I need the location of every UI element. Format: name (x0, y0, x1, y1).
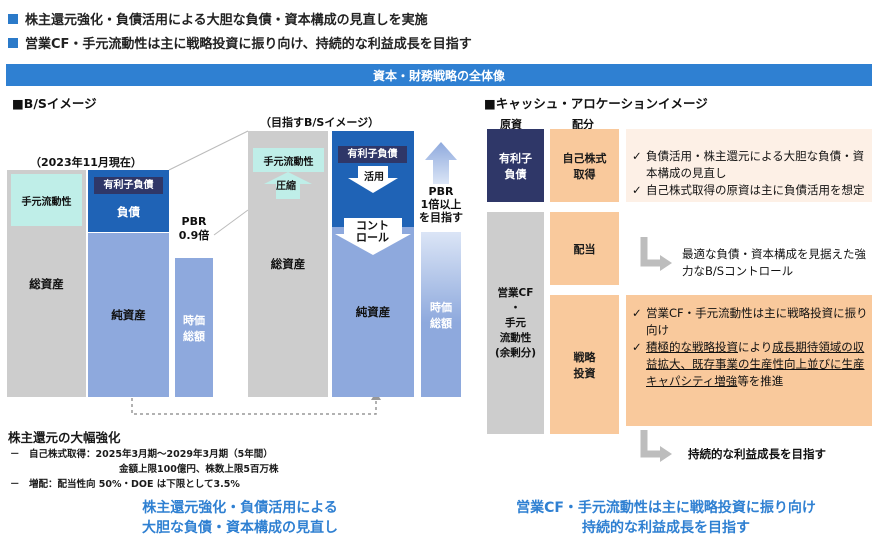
debt-tag-current: 有利子負債 (94, 177, 163, 194)
shareholder-line-3: － 増配：配当性向 50%・DOE は下限として3.5% (10, 479, 240, 490)
net-assets-current: 純資産 (88, 233, 169, 397)
total-assets-label: 総資産 (29, 276, 64, 291)
cash-label: 手元流動性 (21, 196, 72, 208)
up-arrow-icon (425, 142, 457, 184)
strategic-text-2d: 等を推進 (737, 374, 784, 388)
source-cf-box: 営業CF ・ 手元 流動性 (余剰分) (487, 212, 544, 434)
net-assets-target-label: 純資産 (355, 305, 391, 319)
alloc-buyback-box: 自己株式 取得 (550, 129, 619, 202)
alloc-header: 配分 (572, 118, 594, 131)
source-header: 原資 (500, 118, 522, 131)
header-bullet-1-text: 株主還元強化・負債活用による大胆な負債・資本構成の見直しを実施 (25, 13, 428, 28)
check-icon: ✓ (632, 306, 642, 320)
overview-banner: 資本・財務戦略の全体像 (6, 64, 872, 86)
square-bullet-icon (8, 13, 18, 24)
dividend-desc: 最適な負債・資本構成を見据えた強力なB/Sコントロール (682, 247, 866, 278)
market-cap-target: 時価 総額 (421, 232, 461, 397)
buyback-desc-panel (626, 129, 872, 202)
strategic-text-1: 営業CF・手元流動性は主に戦略投資に振り向け (646, 306, 868, 337)
strategic-text-2b: により (738, 340, 773, 354)
buyback-item-1: ✓ 負債活用・株主還元による大胆な負債・資本構成の見直し (632, 148, 868, 182)
strategic-desc: ✓ 営業CF・手元流動性は主に戦略投資に振り向け ✓ 積極的な戦略投資により成長… (632, 305, 868, 390)
strategic-item-1: ✓ 営業CF・手元流動性は主に戦略投資に振り向け (632, 305, 868, 339)
cash-target: 手元流動性 (253, 148, 324, 172)
compress-label: 圧縮 (276, 181, 296, 192)
shareholder-line-2: 金額上限100億円、株数上限5百万株 (119, 464, 279, 475)
check-icon: ✓ (632, 183, 642, 197)
buyback-desc: ✓ 負債活用・株主還元による大胆な負債・資本構成の見直し ✓ 自己株式取得の原資… (632, 148, 868, 199)
pbr-target-label: PBR 1倍以上 を目指す (419, 185, 463, 224)
cash-target-label: 手元流動性 (263, 156, 314, 168)
check-icon: ✓ (632, 340, 642, 354)
buyback-item-2: ✓ 自己株式取得の原資は主に負債活用を想定 (632, 182, 868, 199)
net-assets-target: 純資産 (332, 227, 414, 397)
check-icon: ✓ (632, 149, 642, 163)
target-bs-label: （目指すB/Sイメージ） (260, 116, 380, 129)
shareholder-returns-title: 株主還元の大幅強化 (8, 430, 121, 445)
bend-arrow-icon (640, 430, 672, 462)
strategic-text-2: 積極的な戦略投資により成長期待領域の収益拡大、既存事業の生産性向上並びに生産キャ… (646, 339, 868, 390)
header-bullet-1: 株主還元強化・負債活用による大胆な負債・資本構成の見直しを実施 (8, 9, 428, 28)
control-label: コント ロール (356, 219, 389, 244)
bs-section-title: ■B/Sイメージ (12, 96, 97, 111)
liabilities-label: 負債 (117, 205, 140, 219)
source-debt-box: 有利子 負債 (487, 129, 544, 202)
strategic-text-2a: 積極的な戦略投資 (646, 340, 738, 354)
compress-arrow-icon (264, 172, 312, 199)
debt-tag-target: 有利子負債 (338, 146, 407, 163)
square-bullet-icon (8, 37, 18, 48)
growth-desc: 持続的な利益成長を目指す (688, 447, 826, 461)
footer-left: 株主還元強化・負債活用による 大胆な負債・資本構成の見直し (142, 500, 338, 536)
control-arrow-icon (335, 218, 411, 255)
cash-current: 手元流動性 (11, 174, 82, 226)
strategic-desc-panel (626, 295, 872, 426)
shareholder-line-1: － 自己株式取得：2025年3月期～2029年3月期（5年間） (10, 449, 273, 460)
utilize-label: 活用 (364, 172, 384, 183)
pbr-current-label: PBR 0.9倍 (178, 215, 210, 242)
bend-arrow-icon (640, 237, 672, 271)
market-cap-current: 時価 総額 (175, 258, 213, 397)
alloc-strategic-box: 戦略 投資 (550, 295, 619, 434)
cash-alloc-section-title: ■キャッシュ・アロケーションイメージ (484, 96, 708, 111)
alloc-dividend-box: 配当 (550, 212, 619, 285)
strategic-item-2: ✓ 積極的な戦略投資により成長期待領域の収益拡大、既存事業の生産性向上並びに生産… (632, 339, 868, 390)
current-date-label: （2023年11月現在） (30, 156, 142, 169)
strategic-text-2c: 成長期待領域の収益拡大、既存事業の生産性向上並びに生産キャパシティ増強 (646, 340, 865, 388)
total-assets-target-label: 総資産 (270, 257, 306, 271)
net-assets-label: 純資産 (111, 308, 146, 322)
footer-right: 営業CF・手元流動性は主に戦略投資に振り向け 持続的な利益成長を目指す (516, 500, 816, 536)
header-bullet-2-text: 営業CF・手元流動性は主に戦略投資に振り向け、持続的な利益成長を目指す (25, 37, 472, 52)
buyback-text-1: 負債活用・株主還元による大胆な負債・資本構成の見直し (646, 149, 865, 180)
header-bullet-2: 営業CF・手元流動性は主に戦略投資に振り向け、持続的な利益成長を目指す (8, 33, 472, 52)
utilize-arrow-icon (348, 166, 398, 193)
buyback-text-2: 自己株式取得の原資は主に負債活用を想定 (646, 183, 865, 197)
